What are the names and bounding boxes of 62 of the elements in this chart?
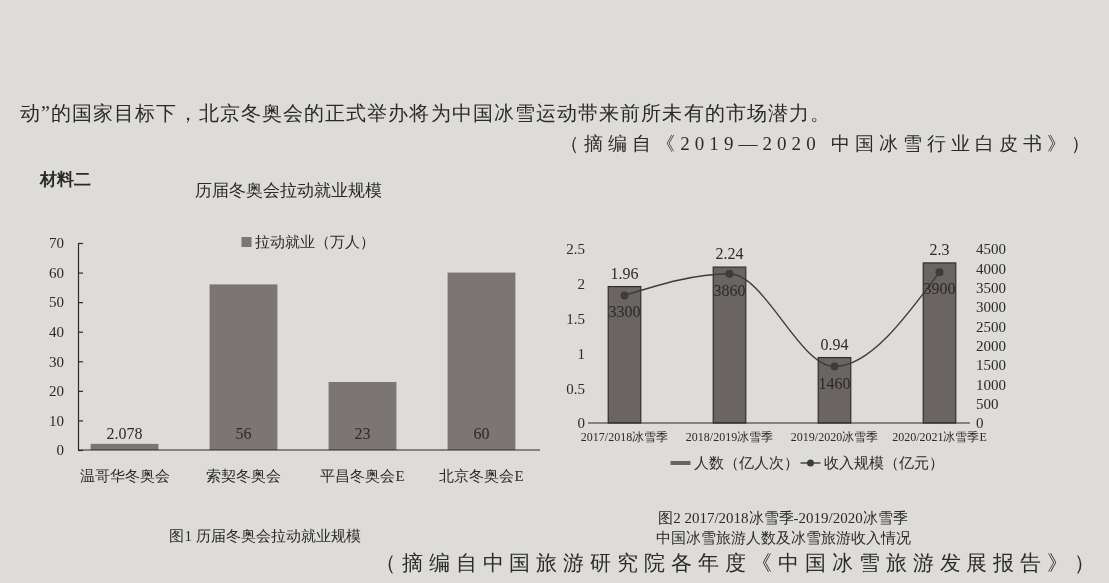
data-label: 60 [473, 425, 490, 442]
x-tick-label: 索契冬奥会 [206, 468, 281, 484]
y2-tick-label: 2000 [976, 337, 1006, 354]
data-label: 56 [235, 425, 252, 442]
data-label: 23 [354, 425, 371, 442]
data-label: 2.24 [715, 245, 744, 263]
y2-tick-label: 1500 [976, 357, 1006, 374]
x-tick-label: 2018/2019冰雪季 [685, 430, 774, 444]
data-label: 3300 [608, 303, 641, 321]
y2-tick-label: 3000 [976, 299, 1006, 316]
y-tick-label: 1 [577, 345, 585, 362]
data-label: 1.96 [610, 264, 639, 282]
y2-tick-label: 1000 [976, 376, 1006, 393]
text: （摘编自中国旅游研究院各年度《中国冰雪旅游发展报告》） [375, 551, 1095, 575]
y-tick-label: 60 [49, 264, 64, 281]
point [830, 362, 839, 371]
data-label: 2.3 [929, 240, 950, 258]
data-label: 0.94 [820, 335, 849, 353]
data-label: 3860 [713, 281, 746, 299]
text: （摘编自《2019—2020 中国冰雪行业白皮书》） [560, 133, 1090, 154]
text: 动”的国家目标下，北京冬奥会的正式举办将为中国冰雪运动带来前所未有的市场潜力。 [20, 102, 830, 124]
x-tick-label: 2019/2020冰雪季 [790, 430, 879, 444]
point [725, 269, 734, 278]
caption: 图1 历届冬奥会拉动就业规模 [169, 528, 361, 544]
point [620, 291, 629, 300]
data-label: 3900 [923, 280, 956, 298]
y-tick-label: 0 [56, 442, 64, 459]
bar [328, 381, 397, 450]
x-tick-label: 北京冬奥会E [439, 468, 524, 484]
bar [447, 272, 516, 450]
y-tick-label: 70 [49, 235, 64, 252]
chart-title: 历届冬奥会拉动就业规模 [194, 181, 382, 200]
x-tick-label: 温哥华冬奥会 [79, 468, 170, 484]
y2-tick-label: 4000 [976, 260, 1006, 277]
y2-tick-label: 3500 [976, 279, 1006, 296]
y-tick-label: 10 [49, 412, 64, 429]
x-tick-label: 2020/2021冰雪季E [892, 430, 987, 444]
y-tick-label: 2.5 [566, 241, 585, 258]
text: 材料二 [39, 170, 91, 189]
legend-label: 收入规模（亿元） [823, 455, 944, 471]
data-label: 2.078 [106, 425, 143, 442]
y2-tick-label: 2500 [976, 318, 1006, 335]
legend-label: 拉动就业（万人） [254, 234, 375, 250]
text: 中国冰雪旅游人数及冰雪旅游收入情况 [655, 530, 911, 546]
caption: 图2 2017/2018冰雪季-2019/2020冰雪季 [658, 510, 908, 526]
y-tick-label: 30 [49, 353, 64, 370]
y-tick-label: 20 [49, 383, 64, 400]
legend-label: 人数（亿人次） [693, 455, 799, 471]
y-tick-label: 2 [577, 276, 585, 293]
y-tick-label: 50 [49, 294, 64, 311]
x-tick-label: 平昌冬奥会E [320, 468, 405, 484]
x-tick-label: 2017/2018冰雪季 [580, 430, 669, 444]
point [935, 268, 944, 277]
y2-tick-label: 500 [976, 395, 999, 412]
data-label: 1460 [818, 374, 851, 392]
y-tick-label: 0.5 [566, 380, 585, 397]
bar [209, 284, 278, 450]
y-tick-label: 1.5 [566, 310, 585, 327]
y2-tick-label: 4500 [976, 241, 1006, 258]
y-tick-label: 0 [577, 415, 585, 432]
y2-tick-label: 0 [976, 415, 984, 432]
y-tick-label: 40 [49, 324, 64, 341]
